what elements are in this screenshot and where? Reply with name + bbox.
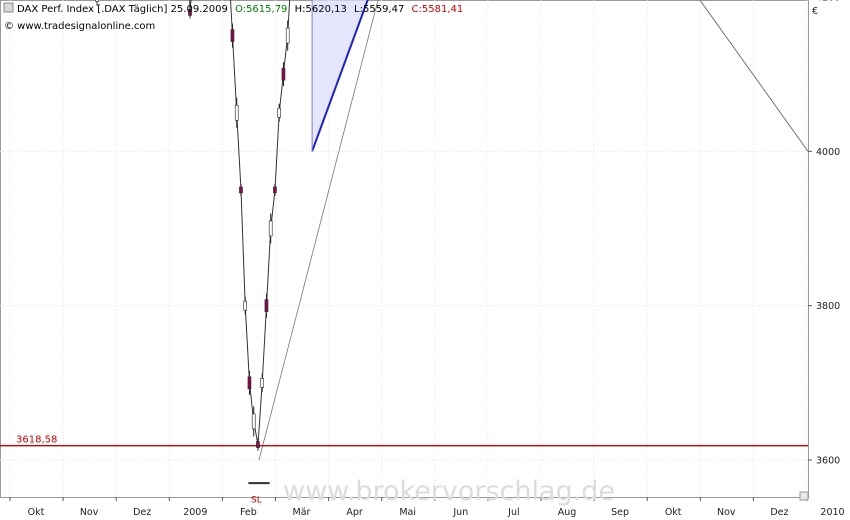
candle-body <box>277 107 281 118</box>
support-trend-line <box>258 0 379 461</box>
candle-body <box>234 104 239 121</box>
instrument-label: DAX Perf. Index [.DAX Täglich] 25.09.200… <box>17 4 228 15</box>
level-lines: 6162,375760,835662,635177,594372,173618,… <box>0 435 808 447</box>
x-tick-label: Apr <box>346 507 363 518</box>
candle-body <box>268 220 273 237</box>
x-tick-label: Okt <box>28 507 45 518</box>
x-tick-label: Mai <box>399 507 416 518</box>
y-tick-label: 3800 <box>816 301 840 312</box>
candle-body <box>188 9 192 16</box>
level-label: 3618,58 <box>16 435 57 446</box>
candle-body <box>95 0 99 2</box>
channel-lines <box>258 0 809 461</box>
candle-body <box>281 67 286 81</box>
candle-body <box>264 299 269 312</box>
x-tick-label: Aug <box>558 507 577 518</box>
candle-body <box>247 376 252 390</box>
x-tick-label: Jul <box>507 507 519 518</box>
watermark: www.brokervorschlag.de <box>283 476 615 507</box>
resize-handle <box>799 491 809 501</box>
x-tick-label: Jun <box>452 507 468 518</box>
axes: 3600380040004200440046004800500052005400… <box>9 0 845 518</box>
x-tick-label: Mär <box>293 507 311 518</box>
y-tick-label: 4000 <box>816 147 840 158</box>
channel-lower-line <box>311 0 369 152</box>
x-tick-label: 2009 <box>183 507 207 518</box>
x-tick-label: Feb <box>240 507 257 518</box>
y-tick-label: 4200 <box>816 0 840 3</box>
low-value: L:5559,47 <box>354 4 404 15</box>
candle-body <box>273 186 277 194</box>
plot-frame <box>0 0 809 498</box>
x-tick-label: Nov <box>717 507 736 518</box>
price-line <box>189 0 291 445</box>
x-tick-label: Okt <box>665 507 682 518</box>
source-label: © www.tradesignalonline.com <box>4 21 155 32</box>
x-tick-label: 2010 <box>820 507 844 518</box>
candle-body <box>251 413 256 430</box>
annotations: 5992,065457,895223,274977,144290,9645SL <box>248 482 270 505</box>
open-value: O:5615,79 <box>235 4 287 15</box>
high-value: H:5620,13 <box>295 4 347 15</box>
grid <box>0 0 809 498</box>
candle-body <box>285 27 290 44</box>
chart-header: DAX Perf. Index [.DAX Täglich] 25.09.200… <box>17 4 463 15</box>
currency-symbol: € <box>812 6 818 17</box>
price-series <box>95 0 291 451</box>
x-tick-label: Dez <box>133 507 151 518</box>
candle-body <box>239 186 243 194</box>
y-tick-label: 3600 <box>816 456 840 467</box>
close-value: C:5581,41 <box>412 4 464 15</box>
x-tick-label: Sep <box>611 507 629 518</box>
candle-body <box>260 378 265 388</box>
candle-body <box>256 441 260 448</box>
candle-body <box>243 300 248 311</box>
regression-channel <box>312 0 368 152</box>
menu-icon[interactable] <box>3 2 14 13</box>
stop-loss-label: SL <box>251 495 262 505</box>
x-tick-label: Dez <box>770 507 788 518</box>
candle-body <box>230 29 235 42</box>
x-tick-label: Nov <box>80 507 99 518</box>
